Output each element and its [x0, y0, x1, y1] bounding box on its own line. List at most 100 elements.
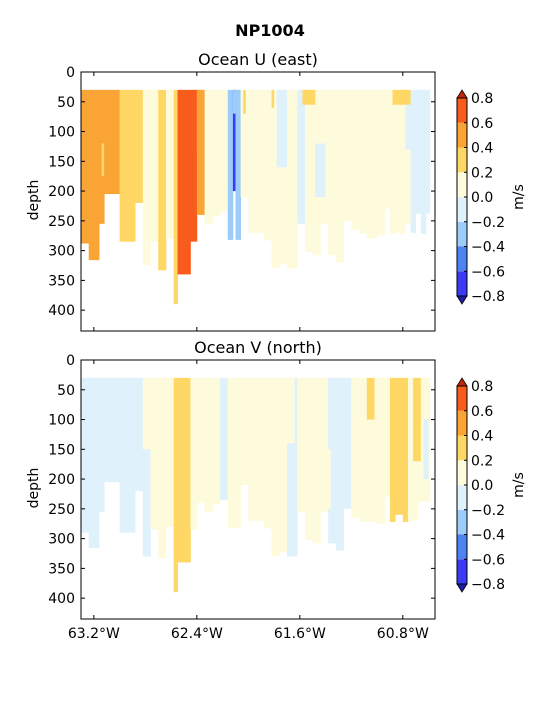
colorbar-tick-label: −0.4: [471, 240, 505, 256]
data-column: [335, 377, 345, 551]
data-column: [366, 377, 378, 522]
colorbar-tick-label: −0.2: [471, 503, 505, 519]
data-column: [279, 377, 288, 553]
data-column: [227, 377, 236, 528]
data-patch: [323, 449, 331, 509]
data-column: [304, 89, 314, 252]
colorbar-segment: [457, 509, 467, 535]
data-column: [212, 377, 221, 505]
data-column: [248, 89, 265, 233]
data-column: [104, 89, 121, 195]
y-axis-label: depth: [26, 180, 42, 221]
y-axis-label: depth: [26, 468, 42, 509]
colorbar-tick-label: −0.8: [471, 577, 505, 593]
data-column: [263, 89, 272, 241]
colorbar-segment: [457, 435, 467, 461]
colorbar-tick-label: 0.6: [471, 116, 493, 132]
data-column: [415, 89, 422, 214]
data-column: [425, 89, 431, 214]
data-column: [343, 89, 352, 221]
data-area: [81, 377, 431, 593]
data-column: [279, 89, 288, 265]
data-column: [286, 89, 298, 269]
data-column: [142, 89, 151, 266]
colorbar-tick-label: −0.2: [471, 215, 505, 231]
y-tick-label: 300: [48, 244, 75, 260]
data-column: [405, 89, 411, 224]
data-patch: [413, 377, 421, 462]
data-column: [320, 377, 329, 512]
y-tick-label: 150: [48, 442, 75, 458]
data-column: [402, 377, 409, 522]
data-patch: [142, 377, 151, 450]
colorbar-extend-min: [456, 583, 468, 593]
colorbar-segment: [457, 534, 467, 560]
data-column: [119, 377, 136, 533]
colorbar-segment: [457, 410, 467, 436]
colorbar-segment: [457, 172, 467, 197]
y-tick-label: 250: [48, 502, 75, 518]
data-column: [196, 89, 205, 215]
data-patch: [101, 143, 105, 177]
colorbar-tick-label: 0.2: [471, 453, 493, 469]
y-tick-label: 100: [48, 125, 75, 141]
colorbar-segment: [457, 122, 467, 148]
data-column: [88, 377, 100, 549]
y-tick-label: 350: [48, 273, 75, 289]
colorbar-label: m/s: [511, 472, 527, 498]
data-column: [220, 89, 229, 212]
data-column: [351, 377, 360, 518]
data-column: [235, 89, 242, 240]
data-patch: [196, 377, 203, 414]
data-column: [312, 377, 321, 544]
y-tick-label: 100: [48, 413, 75, 429]
data-column: [88, 89, 100, 261]
data-column: [119, 89, 136, 242]
data-patch: [302, 89, 316, 105]
colorbar-tick-label: 0.8: [471, 91, 493, 107]
colorbar-segment: [457, 246, 467, 272]
data-column: [395, 377, 404, 515]
data-column: [190, 377, 198, 530]
data-column: [400, 89, 406, 234]
data-column: [235, 377, 242, 528]
colorbar-tick-label: −0.6: [471, 552, 505, 568]
panel-title: Ocean U (east): [198, 50, 318, 69]
data-column: [99, 377, 105, 512]
data-patch: [276, 89, 287, 168]
data-patch: [286, 377, 295, 444]
data-column: [328, 377, 337, 544]
colorbar-segment: [457, 559, 467, 584]
data-column: [158, 89, 167, 271]
colorbar-segment: [457, 386, 467, 411]
y-tick-label: 0: [66, 353, 75, 369]
data-patch: [366, 377, 375, 420]
y-tick-label: 400: [48, 303, 75, 319]
y-tick-label: 0: [66, 65, 75, 81]
colorbar-tick-label: 0.4: [471, 141, 493, 157]
data-column: [395, 89, 401, 233]
data-column: [297, 89, 306, 224]
data-column: [248, 377, 265, 521]
colorbar-tick-label: −0.4: [471, 528, 505, 544]
x-tick-label: 60.8°W: [377, 626, 429, 642]
data-column: [190, 89, 198, 242]
data-patch: [196, 89, 203, 150]
y-tick-label: 150: [48, 154, 75, 170]
data-area: [81, 89, 431, 305]
data-column: [328, 89, 337, 256]
data-patch: [392, 89, 411, 105]
data-column: [271, 89, 280, 269]
y-tick-label: 400: [48, 591, 75, 607]
data-patch: [243, 377, 251, 432]
colorbar-tick-label: 0.8: [471, 379, 493, 395]
data-column: [204, 89, 213, 224]
data-column: [377, 377, 386, 524]
data-column: [389, 377, 396, 522]
colorbar-tick-label: 0.6: [471, 404, 493, 420]
data-patch: [232, 89, 236, 114]
data-column: [366, 89, 378, 239]
data-column: [142, 377, 151, 557]
colorbar-segment: [457, 221, 467, 247]
data-column: [384, 89, 391, 209]
